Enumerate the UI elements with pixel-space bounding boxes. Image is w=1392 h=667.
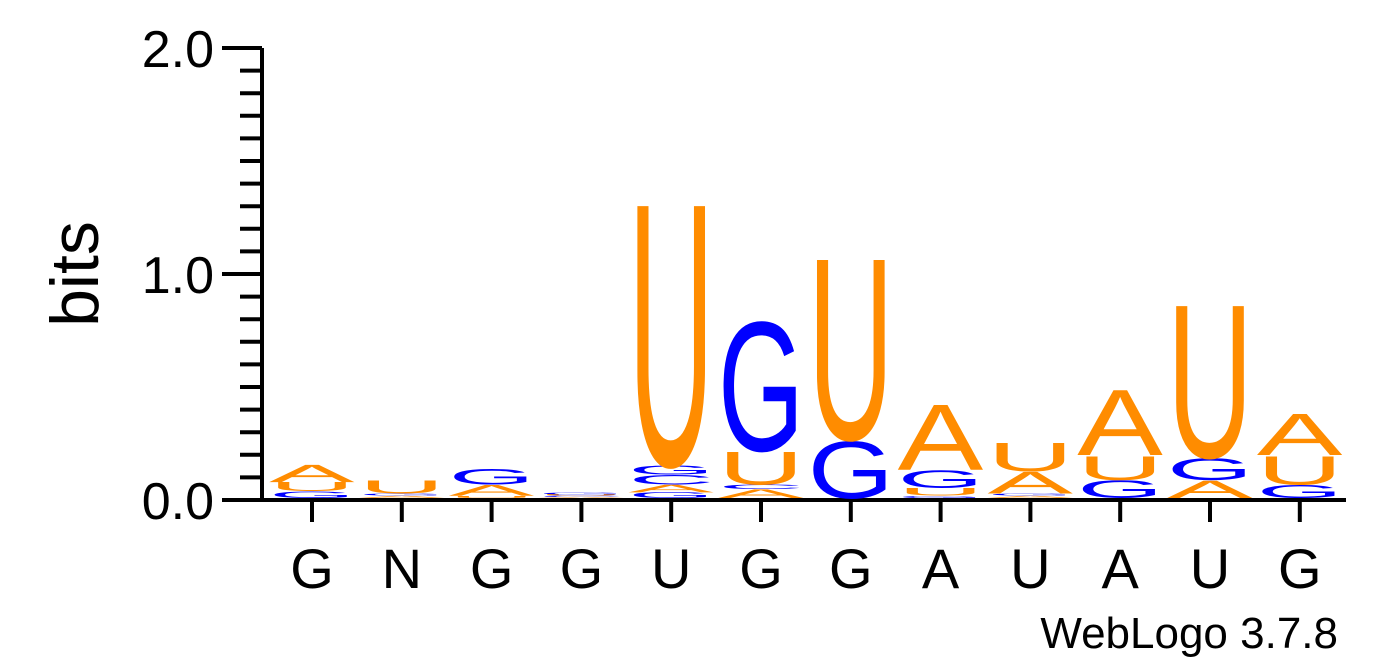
logo-letter-g: G [898, 465, 984, 493]
logo-letter-g: G [1077, 475, 1163, 503]
logo-column: GUA [1077, 370, 1163, 504]
logo-letter-u: U [718, 442, 804, 495]
logo-letter-a: A [1257, 401, 1343, 468]
logo-letter-a: A [898, 384, 984, 489]
logo-letter-u: U [359, 477, 445, 498]
y-axis-label: bits [37, 221, 113, 327]
logo-letter-a: A [359, 495, 445, 498]
logo-column: GUA [1257, 401, 1343, 502]
logo-letter-a: A [1077, 370, 1163, 475]
x-tick-label: G [290, 537, 334, 600]
x-tick-label: G [739, 537, 783, 600]
logo-letter-u: U [269, 480, 355, 494]
logo-column: GUA [269, 459, 355, 500]
x-tick-label: U [1190, 537, 1230, 600]
logo-letter-a: A [538, 497, 624, 499]
logo-letter-g: G [1257, 481, 1343, 502]
logo-letter-a: A [987, 495, 1073, 498]
x-tick-marks [310, 500, 1302, 522]
weblogo-credit: WebLogo 3.7.8 [1040, 609, 1338, 658]
x-tick-label: U [651, 537, 691, 600]
logo-letter-u: U [987, 434, 1073, 480]
y-tick-label: 2.0 [142, 21, 214, 79]
logo-letter-g: G [359, 493, 445, 497]
logo-letter-g: G [538, 492, 624, 496]
logo-letter-u: U [1077, 449, 1163, 488]
y-tick-marks [222, 46, 262, 502]
logo-letter-a: A [449, 482, 535, 500]
logo-letter-u: U [449, 495, 535, 499]
x-tick-label: G [1278, 537, 1322, 600]
y-tick-labels: 0.0 1.0 2.0 [142, 21, 214, 531]
logo-letter-u: U [898, 486, 984, 498]
logo-letter-u: U [808, 204, 894, 495]
logo-letter-c: C [538, 495, 624, 497]
logo-letter-g: G [628, 491, 714, 500]
logo-letter-u: U [538, 494, 624, 496]
logo-letter-u: U [1257, 447, 1343, 493]
logo-letter-g: G [628, 463, 714, 477]
x-tick-label: G [470, 537, 514, 600]
logo-letter-u: U [628, 125, 714, 546]
logo-letter-g: G [449, 465, 535, 490]
logo-letter-g: G [718, 284, 804, 490]
logo-letter-u: U [1167, 260, 1253, 505]
y-tick-label: 1.0 [142, 247, 214, 305]
logo-letter-c: C [628, 472, 714, 488]
logo-letter-a: A [718, 487, 804, 501]
x-tick-label: G [829, 537, 873, 600]
x-tick-label: G [560, 537, 604, 600]
logo-letter-g: G [898, 495, 984, 499]
logo-column: AGU [359, 477, 445, 499]
x-tick-label: N [382, 537, 422, 600]
logo-column: GU [808, 204, 894, 516]
x-tick-label: A [1102, 537, 1140, 600]
logo-letter-a: A [628, 483, 714, 495]
x-tick-label: U [1010, 537, 1050, 600]
y-tick-label: 0.0 [142, 473, 214, 531]
x-tick-label: A [922, 537, 960, 600]
logo-letter-c: C [718, 483, 804, 490]
logo-letter-a: A [269, 459, 355, 487]
logo-letter-g: G [1167, 452, 1253, 487]
logo-letter-g: G [987, 493, 1073, 497]
logo-column: UAG [449, 465, 535, 500]
logo-letter-a: A [1167, 475, 1253, 503]
logo-letter-a: A [987, 465, 1074, 500]
logo-column: AGU [1167, 260, 1253, 505]
logo-letter-g: G [269, 489, 355, 500]
